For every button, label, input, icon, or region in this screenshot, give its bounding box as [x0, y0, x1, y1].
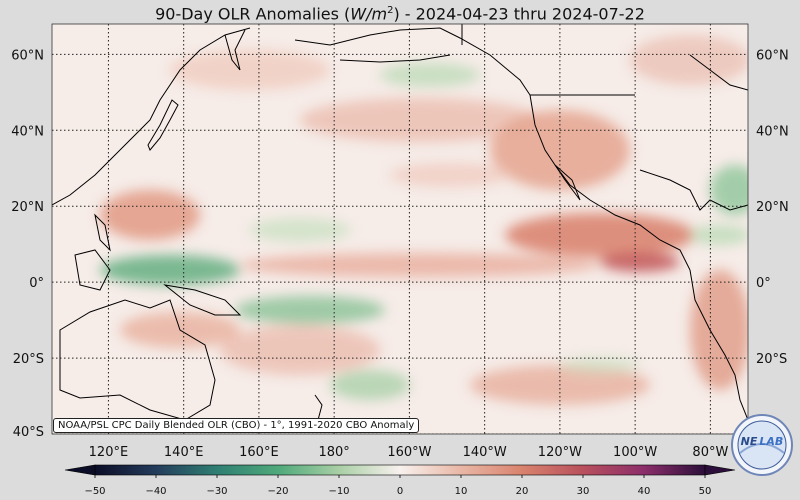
- namerica-west-coastline: [529, 94, 691, 271]
- lon-label: 80°W: [692, 445, 728, 460]
- colorbar-tick-label: 50: [699, 486, 712, 497]
- gulf-coast: [639, 169, 748, 211]
- coastlines: [52, 24, 748, 431]
- hudson-coastline: [689, 54, 748, 91]
- colorbar-tick-label: 30: [577, 486, 590, 497]
- colorbar-tick-label: −30: [206, 486, 227, 497]
- lon-label: 120°W: [538, 445, 582, 460]
- longitude-labels: 120°E 140°E 160°E 180° 160°W 140°W 120°W 100°W 8…: [89, 445, 729, 460]
- colorbar-tick-label: −20: [267, 486, 288, 497]
- data-credit: NOAA/PSL CPC Daily Blended OLR (CBO) - 1…: [53, 418, 420, 433]
- colorbar-tick-label: 20: [516, 486, 529, 497]
- lat-label-right: 40°N: [756, 124, 789, 139]
- colorbar-tick-label: −10: [328, 486, 349, 497]
- lat-label-left: 60°N: [11, 48, 44, 63]
- lat-label-right: 20°S: [756, 352, 787, 367]
- lon-label: 160°W: [387, 445, 431, 460]
- lon-label: 120°E: [89, 445, 129, 460]
- philippines-coastline: [94, 213, 111, 252]
- lat-label-left: 20°S: [13, 352, 44, 367]
- lon-label: 140°W: [463, 445, 507, 460]
- lab-logo: NE LAB: [731, 414, 793, 476]
- colorbar-tick-label: 40: [638, 486, 651, 497]
- kamchatka-coastline: [224, 29, 246, 71]
- lat-label-left: 0°: [29, 276, 44, 291]
- graticule: [52, 24, 748, 434]
- lon-label: 100°W: [613, 445, 657, 460]
- lat-label-right: 60°N: [756, 48, 789, 63]
- borneo-coastline: [74, 249, 111, 291]
- baja-coastline: [554, 164, 581, 201]
- latitude-labels: 60°N 60°N 40°N 40°N 20°N 20°N 0° 0° 20°S 20°S 40°S…: [11, 48, 789, 440]
- newguinea-coastline: [163, 284, 242, 316]
- alaska-coastline: [294, 27, 531, 96]
- map-title: 90-Day OLR Anomalies (W/m2) - 2024-04-23…: [155, 4, 645, 24]
- australia-coastline: [59, 299, 216, 421]
- samerica-coastline: [689, 269, 748, 421]
- colorbar-min-extend: [64, 464, 96, 476]
- colorbar-tick-label: −50: [84, 486, 105, 497]
- lon-label: 140°E: [164, 445, 204, 460]
- aleutians-coastline: [339, 54, 451, 63]
- colorbar-tick-label: −40: [145, 486, 166, 497]
- colorbar-gradient: [94, 464, 706, 476]
- colorbar-tick-label: 0: [397, 486, 403, 497]
- japan-coastline: [147, 99, 179, 151]
- lon-label: 180°: [318, 445, 349, 460]
- colorbar: −50 −40 −30 −20 −10 0 10 20 30 40 50: [64, 464, 736, 497]
- colorbar-tick-label: 10: [455, 486, 468, 497]
- lat-label-left: 20°N: [11, 200, 44, 215]
- lat-label-right: 20°N: [756, 200, 789, 215]
- anomaly-field: [100, 35, 748, 405]
- lon-label: 160°E: [239, 445, 279, 460]
- lat-label-right: 0°: [756, 276, 771, 291]
- map-frame: [51, 23, 749, 435]
- colorbar-max-extend: [704, 464, 736, 476]
- lat-label-left: 40°S: [13, 425, 44, 440]
- lat-label-left: 40°N: [11, 124, 44, 139]
- asia-coastline: [52, 27, 251, 206]
